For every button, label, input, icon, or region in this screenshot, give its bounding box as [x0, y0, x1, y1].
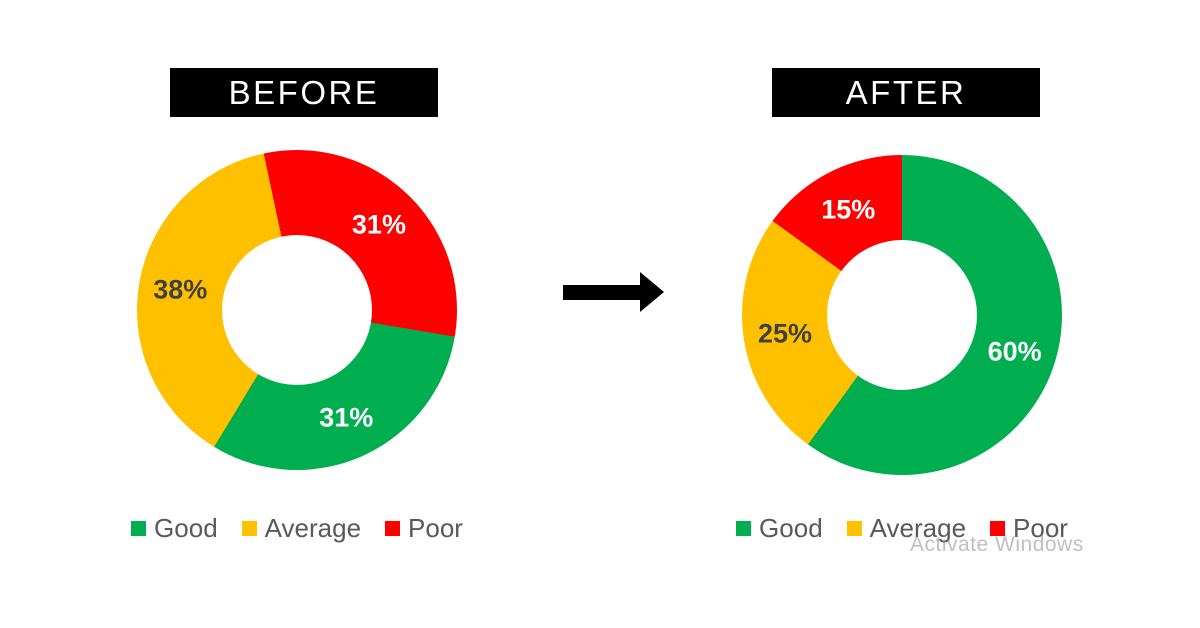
arrow-shaft — [563, 285, 640, 300]
donut-hole — [827, 240, 977, 390]
slice-label-poor: 15% — [821, 194, 876, 224]
legend-swatch-good — [736, 520, 752, 536]
legend-label-poor: Poor — [408, 513, 463, 543]
slice-label-good: 31% — [319, 402, 374, 433]
legend-label-average: Average — [264, 513, 362, 543]
donut-hole — [222, 235, 372, 385]
legend-swatch-poor — [385, 520, 401, 536]
legend-swatch-average — [846, 520, 862, 536]
legend-swatch-poor — [990, 520, 1006, 536]
legend-label-poor: Poor — [1013, 513, 1068, 543]
arrow-right-icon — [563, 272, 664, 312]
legend-label-good: Good — [154, 513, 218, 543]
legend-label-good: Good — [759, 513, 823, 543]
slice-label-average: 38% — [153, 274, 208, 305]
legend-before: Good Average Poor — [127, 514, 467, 542]
after-title-text: AFTER — [845, 73, 967, 111]
slice-label-poor: 31% — [351, 209, 406, 240]
legend-swatch-average — [241, 520, 257, 536]
before-title: BEFORE — [170, 68, 438, 117]
legend-label-average: Average — [869, 513, 967, 543]
legend-item-poor: Poor — [990, 515, 1068, 541]
donut-chart-after: 60% 25% 15% — [742, 155, 1062, 475]
before-title-text: BEFORE — [228, 73, 380, 111]
legend-swatch-good — [131, 520, 147, 536]
slice-label-good: 60% — [987, 336, 1042, 367]
legend-item-poor: Poor — [385, 515, 463, 541]
legend-item-average: Average — [241, 513, 362, 543]
donut-chart-before: 31% 31% 38% — [137, 150, 457, 470]
after-title: AFTER — [772, 68, 1040, 117]
legend-item-average: Average — [846, 513, 967, 543]
legend-after: Good Average Poor — [732, 514, 1072, 542]
slice-label-average: 25% — [758, 318, 813, 349]
legend-item-good: Good — [736, 515, 823, 541]
arrow-head — [640, 272, 664, 312]
legend-item-good: Good — [131, 515, 218, 541]
